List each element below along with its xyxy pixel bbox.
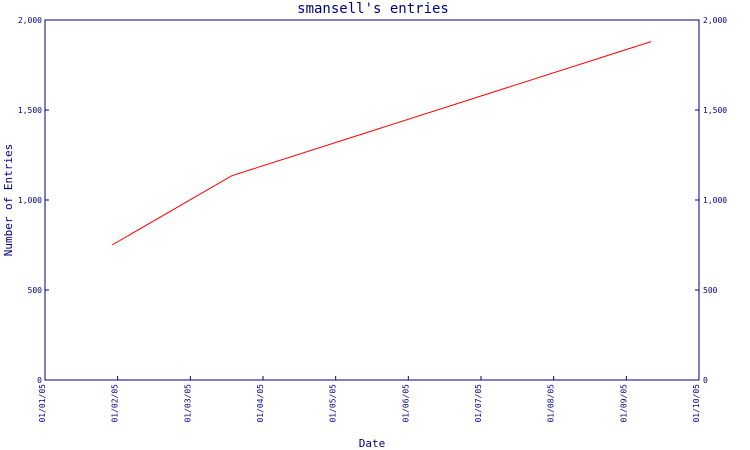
plot-area-frame — [44, 19, 700, 381]
left-y-tick-label: 500 — [28, 286, 43, 295]
x-tick-label: 01/06/05 — [401, 384, 410, 423]
chart-title: smansell's entries — [297, 1, 449, 17]
x-tick-label: 01/02/05 — [111, 384, 120, 423]
y-axis-label: Number of Entries — [2, 144, 15, 257]
right-y-tick-label: 0 — [703, 376, 708, 385]
x-tick-label: 01/08/05 — [547, 384, 556, 423]
left-y-tick-label: 0 — [37, 376, 42, 385]
x-tick-label: 01/03/05 — [183, 384, 192, 423]
right-y-tick-label: 1,000 — [703, 196, 727, 205]
right-y-tick-label: 2,000 — [703, 16, 727, 25]
x-tick-label: 01/04/05 — [256, 384, 265, 423]
entries-series-line — [111, 41, 652, 246]
left-y-tick-label: 2,000 — [18, 16, 42, 25]
x-tick-label: 01/01/05 — [38, 384, 47, 423]
right-y-axis: 0 500 1,000 1,500 2,000 — [695, 16, 727, 385]
left-y-tick-label: 1,500 — [18, 106, 42, 115]
x-axis-label: Date — [359, 437, 386, 450]
series-layer — [111, 41, 652, 246]
x-tick-label: 01/07/05 — [474, 384, 483, 423]
x-tick-label: 01/10/05 — [692, 384, 701, 423]
right-y-tick-label: 500 — [703, 286, 718, 295]
left-y-tick-label: 1,000 — [18, 196, 42, 205]
left-y-axis: 0 500 1,000 1,500 2,000 — [18, 16, 49, 385]
x-tick-label: 01/09/05 — [619, 384, 628, 423]
x-tick-label: 01/05/05 — [329, 384, 338, 423]
x-axis: 01/01/05 01/02/05 01/03/05 01/04/05 01/05/05… — [38, 376, 701, 423]
right-y-tick-label: 1,500 — [703, 106, 727, 115]
